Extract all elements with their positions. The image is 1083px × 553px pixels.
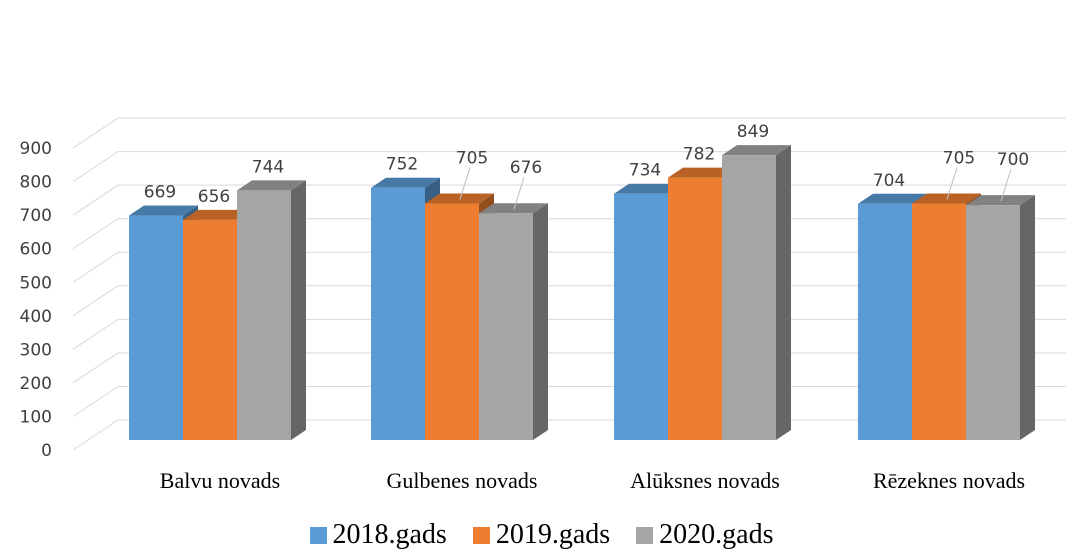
y-tick-label: 100 bbox=[20, 407, 52, 427]
y-tick-label: 700 bbox=[20, 206, 52, 226]
data-label: 704 bbox=[873, 171, 905, 191]
legend-label: 2018.gads bbox=[332, 519, 447, 550]
bar bbox=[966, 195, 1035, 440]
gridlines bbox=[72, 117, 1066, 451]
y-tick-label: 900 bbox=[20, 139, 52, 159]
data-label: 676 bbox=[510, 158, 542, 178]
legend-swatch bbox=[636, 526, 654, 544]
x-category-label: Gulbenes novads bbox=[387, 468, 538, 493]
y-tick-label: 600 bbox=[20, 240, 52, 260]
legend-swatch bbox=[309, 526, 327, 544]
x-axis: Balvu novads Gulbenes novads Alūksnes nova… bbox=[160, 468, 1025, 493]
bar-series bbox=[129, 145, 1035, 441]
gridline bbox=[72, 117, 1066, 149]
y-tick-label: 400 bbox=[20, 307, 52, 327]
legend-label: 2019.gads bbox=[495, 519, 611, 550]
data-label-leader bbox=[459, 167, 471, 200]
data-label: 656 bbox=[198, 187, 230, 207]
bar bbox=[722, 145, 791, 440]
legend-item: 2018.gads bbox=[309, 519, 447, 551]
data-label: 705 bbox=[943, 148, 975, 168]
data-label: 734 bbox=[629, 161, 661, 181]
y-tick-label: 200 bbox=[20, 374, 52, 394]
data-label-leader bbox=[513, 177, 525, 210]
data-label-leader bbox=[1000, 169, 1012, 202]
legend-item: 2020.gads bbox=[636, 519, 773, 551]
bar bbox=[479, 203, 548, 440]
data-label: 849 bbox=[737, 122, 769, 142]
data-label: 782 bbox=[683, 145, 715, 165]
y-axis: 0 100 200 300 400 500 600 700 800 900 bbox=[20, 139, 52, 461]
y-tick-label: 500 bbox=[20, 273, 52, 293]
legend: 2018.gads 2019.gads 2020.gads bbox=[0, 519, 1083, 551]
x-category-label: Rēzeknes novads bbox=[873, 468, 1025, 493]
data-labels: 669 656 744 752 705 676 734 782 849 704 705 700 bbox=[144, 122, 1029, 210]
x-category-label: Alūksnes novads bbox=[630, 468, 780, 493]
y-tick-label: 300 bbox=[20, 340, 52, 360]
data-label: 752 bbox=[386, 155, 418, 175]
gridline bbox=[72, 151, 1066, 183]
data-label: 705 bbox=[456, 148, 488, 168]
legend-label: 2020.gads bbox=[659, 519, 774, 550]
data-label: 700 bbox=[997, 150, 1029, 170]
bar bbox=[237, 180, 306, 440]
y-tick-label: 800 bbox=[20, 173, 52, 193]
data-label: 669 bbox=[144, 183, 176, 203]
legend-item: 2019.gads bbox=[472, 519, 611, 551]
data-label-leader bbox=[946, 167, 958, 200]
y-tick-label: 0 bbox=[41, 441, 52, 461]
x-category-label: Balvu novads bbox=[160, 468, 280, 493]
legend-swatch bbox=[472, 526, 490, 544]
data-label: 744 bbox=[252, 157, 284, 177]
